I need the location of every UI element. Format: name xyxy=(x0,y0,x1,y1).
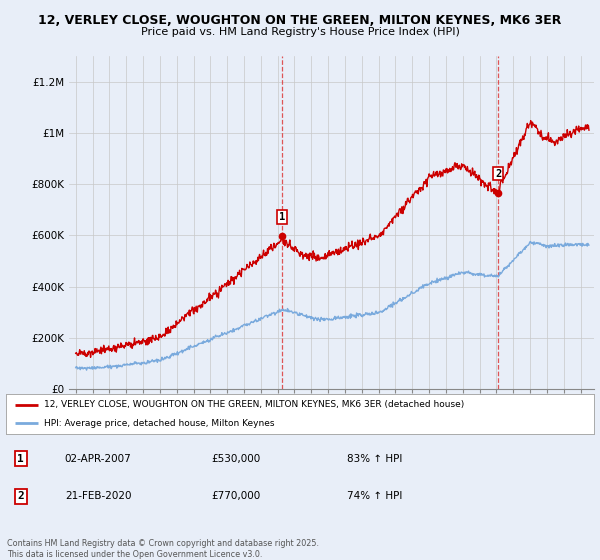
Text: 83% ↑ HPI: 83% ↑ HPI xyxy=(347,454,403,464)
Text: Price paid vs. HM Land Registry's House Price Index (HPI): Price paid vs. HM Land Registry's House … xyxy=(140,27,460,37)
Text: 74% ↑ HPI: 74% ↑ HPI xyxy=(347,491,403,501)
Text: 12, VERLEY CLOSE, WOUGHTON ON THE GREEN, MILTON KEYNES, MK6 3ER (detached house): 12, VERLEY CLOSE, WOUGHTON ON THE GREEN,… xyxy=(44,400,464,409)
Text: £530,000: £530,000 xyxy=(212,454,261,464)
Text: Contains HM Land Registry data © Crown copyright and database right 2025.
This d: Contains HM Land Registry data © Crown c… xyxy=(7,539,319,559)
Text: 1: 1 xyxy=(17,454,24,464)
Text: 2: 2 xyxy=(17,491,24,501)
Text: 02-APR-2007: 02-APR-2007 xyxy=(65,454,131,464)
Text: 2: 2 xyxy=(495,169,502,179)
Text: 21-FEB-2020: 21-FEB-2020 xyxy=(65,491,131,501)
Text: 1: 1 xyxy=(279,212,285,222)
Text: 12, VERLEY CLOSE, WOUGHTON ON THE GREEN, MILTON KEYNES, MK6 3ER: 12, VERLEY CLOSE, WOUGHTON ON THE GREEN,… xyxy=(38,14,562,27)
Text: £770,000: £770,000 xyxy=(212,491,261,501)
Text: HPI: Average price, detached house, Milton Keynes: HPI: Average price, detached house, Milt… xyxy=(44,419,275,428)
